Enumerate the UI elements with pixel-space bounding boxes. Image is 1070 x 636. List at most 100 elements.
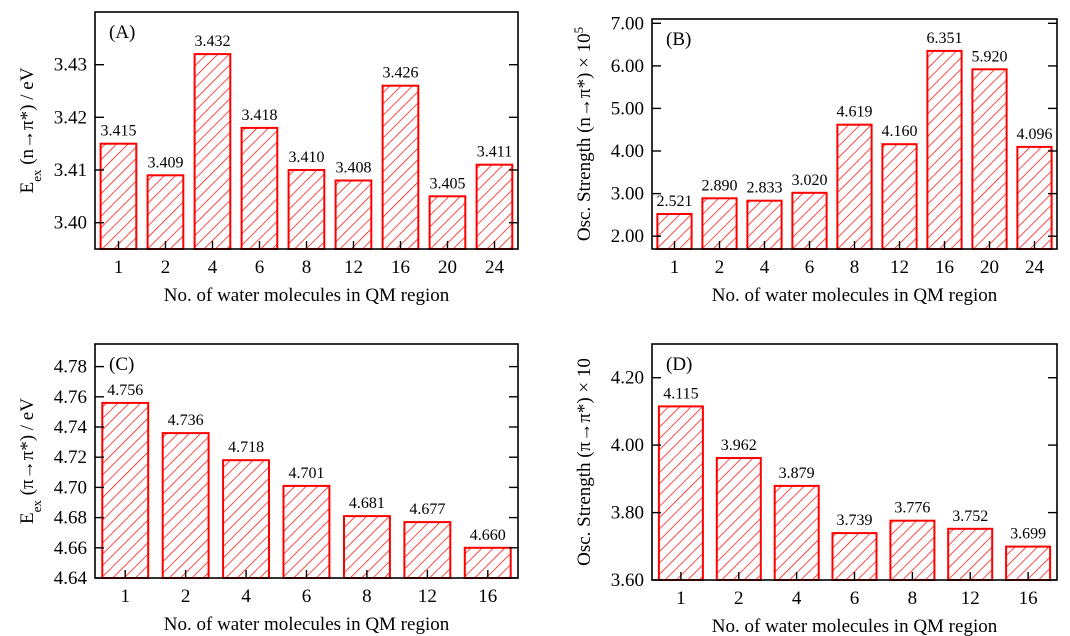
chart-3-data-label-2: 4.736	[168, 412, 204, 429]
chart-2-x-tick-label-7: 16	[935, 257, 954, 278]
chart-4-y-axis-title: Osc. Strength (π→π*) × 10	[574, 358, 595, 566]
chart-1-x-axis-title: No. of water molecules in QM region	[164, 285, 450, 306]
chart-1-y-tick-label-4: 3.43	[54, 55, 87, 76]
chart-3-data-label-6: 4.677	[409, 501, 445, 518]
chart-2-x-tick-label-9: 24	[1025, 257, 1045, 278]
chart-4: 4.115 1 3.962 2 3.879 4 3.739 6 3.776 8 3.752 12 3.6…	[574, 343, 1058, 636]
chart-2-y-tick-label-3: 4.00	[611, 141, 644, 162]
chart-3-data-label-1: 4.756	[107, 382, 143, 399]
chart-3-x-tick-label-4: 6	[302, 586, 312, 607]
chart-2-data-label-3: 2.833	[747, 180, 783, 197]
chart-2-x-tick-label-8: 20	[980, 257, 999, 278]
chart-1-x-tick-label-6: 12	[344, 257, 363, 278]
chart-2-panel-label: (B)	[666, 29, 691, 50]
chart-3-y-axis-title-sub: ex	[29, 500, 44, 513]
chart-3-x-tick-label-2: 2	[181, 586, 191, 607]
chart-2-bar-9	[1016, 145, 1053, 250]
chart-2-y-tick-label-2: 3.00	[611, 184, 644, 205]
chart-2-x-tick-label-6: 12	[890, 257, 909, 278]
chart-1-y-axis-title: Eex (n→π*) / eV	[17, 67, 44, 193]
chart-4-x-tick-label-1: 1	[676, 588, 686, 609]
chart-4-bar-6	[947, 527, 994, 581]
chart-3-bar-6	[403, 521, 452, 579]
chart-1-bar-6	[334, 179, 373, 250]
chart-1-data-label-5: 3.410	[289, 149, 325, 166]
chart-3-data-label-4: 4.701	[289, 465, 325, 482]
chart-3-bar-2	[161, 432, 210, 579]
chart-3-y-axis-title-rest: (π→π*) / eV	[17, 398, 38, 500]
chart-2-y-tick-label-4: 5.00	[611, 98, 644, 119]
chart-4-data-label-6: 3.752	[952, 508, 988, 525]
chart-3-x-tick-label-6: 12	[418, 586, 437, 607]
chart-4-panel-label: (D)	[666, 354, 692, 375]
chart-2-x-tick-label-2: 2	[715, 257, 725, 278]
chart-1-bar-1	[99, 142, 138, 250]
chart-3-bar-5	[343, 515, 391, 579]
chart-1-bar-3	[193, 53, 232, 250]
chart-3-panel-label: (C)	[109, 354, 134, 375]
chart-2-data-label-9: 4.096	[1017, 126, 1053, 143]
chart-2-bar-3	[746, 199, 783, 250]
chart-4-data-label-1: 4.115	[663, 385, 698, 402]
chart-4-x-tick-label-7: 16	[1019, 588, 1038, 609]
chart-1-x-tick-label-5: 8	[302, 257, 312, 278]
chart-1-y-axis-title-main: E	[17, 182, 38, 194]
chart-4-axes-frame	[651, 343, 1058, 581]
chart-2-y-tick-label-1: 2.00	[611, 226, 644, 247]
chart-2-x-tick-label-4: 6	[805, 257, 815, 278]
chart-2-bar-4	[791, 191, 828, 251]
chart-4-x-tick-label-2: 2	[734, 588, 744, 609]
chart-3-y-axis-title: Eex (π→π*) / eV	[17, 398, 44, 524]
chart-4-y-tick-label-2: 3.80	[611, 503, 644, 524]
chart-3-axes-frame	[94, 343, 519, 579]
chart-3-y-tick-label-3: 4.68	[54, 508, 87, 529]
chart-4-bar-1	[657, 405, 704, 581]
chart-3-x-tick-label-1: 1	[120, 586, 130, 607]
chart-3-data-label-7: 4.660	[470, 527, 506, 544]
chart-3-y-tick-label-5: 4.72	[54, 447, 87, 468]
chart-3-x-axis-title: No. of water molecules in QM region	[164, 614, 450, 635]
chart-1-y-tick-label-1: 3.40	[54, 213, 87, 234]
chart-1: 3.41513.40923.43243.41863.41083.408123.4…	[17, 11, 519, 306]
chart-4-bar-5	[889, 519, 936, 582]
chart-4-y-tick-label-3: 4.00	[611, 435, 644, 456]
chart-4-x-tick-label-3: 4	[792, 588, 802, 609]
chart-1-data-label-4: 3.418	[242, 107, 278, 124]
chart-3: 4.75614.73624.71844.70164.68184.677124.6…	[17, 343, 519, 635]
chart-4-y-axis-title-main: Osc. Strength (π→π*) × 10	[574, 358, 595, 566]
chart-4-y-tick-label-1: 3.60	[611, 570, 644, 591]
chart-4-x-axis-title: No. of water molecules in QM region	[712, 616, 998, 636]
chart-2-x-tick-label-3: 4	[760, 257, 770, 278]
chart-1-data-label-8: 3.405	[430, 175, 466, 192]
chart-2-data-label-5: 4.619	[837, 104, 873, 121]
chart-1-y-tick-label-3: 3.42	[54, 107, 87, 128]
chart-2-y-axis-title-sup: 5	[571, 27, 586, 34]
chart-3-x-tick-label-3: 4	[241, 586, 251, 607]
chart-1-x-tick-label-7: 16	[391, 257, 410, 278]
chart-3-data-label-3: 4.718	[228, 439, 264, 456]
chart-1-x-tick-label-2: 2	[161, 257, 171, 278]
chart-4-bar-3	[773, 484, 820, 581]
chart-4-data-label-5: 3.776	[894, 500, 930, 517]
chart-3-x-tick-label-7: 16	[478, 586, 497, 607]
chart-3-y-tick-label-7: 4.76	[54, 387, 87, 408]
chart-1-data-label-1: 3.415	[101, 123, 137, 140]
chart-1-y-axis-title-rest: (n→π*) / eV	[17, 67, 38, 169]
chart-1-panel-label: (A)	[109, 22, 135, 43]
chart-4-bar-2	[715, 457, 762, 581]
chart-3-bar-4	[282, 484, 331, 579]
chart-2-x-tick-label-1: 1	[670, 257, 680, 278]
chart-1-x-tick-label-9: 24	[485, 257, 505, 278]
chart-1-x-tick-label-8: 20	[438, 257, 457, 278]
chart-2-data-label-2: 2.890	[702, 177, 738, 194]
chart-2-bar-6	[881, 143, 918, 250]
chart-2-bar-8	[971, 68, 1008, 250]
chart-2: 2.521 1 2.890 2 2.833 4 3.020 6 4.619 8 4.160 12 6.3…	[571, 13, 1058, 306]
chart-4-x-tick-label-4: 6	[850, 588, 860, 609]
chart-2-y-axis-title-main: Osc. Strength (n→π*) × 10	[574, 33, 595, 241]
chart-2-axes-frame	[651, 18, 1058, 250]
chart-4-data-label-2: 3.962	[721, 437, 757, 454]
chart-2-y-axis-title: Osc. Strength (n→π*) × 105	[571, 27, 596, 241]
chart-2-data-label-1: 2.521	[657, 193, 693, 210]
chart-1-bar-7	[381, 84, 420, 250]
